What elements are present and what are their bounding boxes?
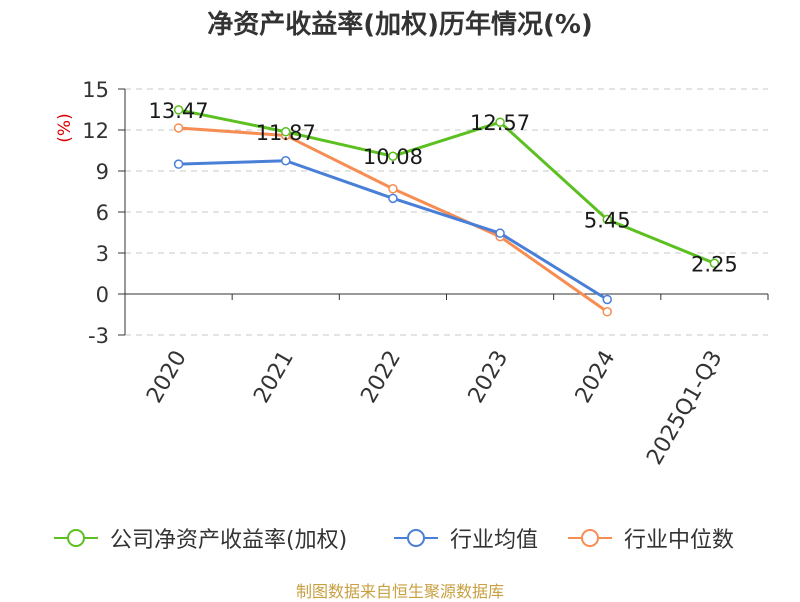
x-tick-label: 2022 <box>356 347 406 408</box>
legend-marker-company-roe <box>54 529 98 547</box>
data-label: 13.47 <box>149 99 209 123</box>
series-layer <box>173 105 720 317</box>
legend-marker-industry-median <box>568 529 612 547</box>
data-point-0 <box>495 117 505 127</box>
x-tick-label: 2025Q1-Q3 <box>642 347 727 470</box>
y-axis-label: (%) <box>55 113 75 142</box>
legend-item-company-roe[interactable]: 公司净资产收益率(加权) <box>52 520 347 556</box>
data-label: 11.87 <box>256 121 316 145</box>
data-point-1 <box>495 228 505 238</box>
y-tick-label: 12 <box>82 119 109 143</box>
data-labels: 13.47 11.87 10.08 12.57 5.45 2.25 <box>149 99 738 276</box>
data-point-2 <box>173 123 184 133</box>
legend: 公司净资产收益率(加权) 行业均值 行业中位数 <box>0 520 800 556</box>
series-line-0 <box>178 108 715 265</box>
data-point-0 <box>173 105 184 115</box>
data-point-1 <box>173 159 184 169</box>
line-chart: -3 0 3 6 9 12 15 (%) 2020 2021 2022 2023 2024 2025Q1-… <box>55 78 769 470</box>
data-point-0 <box>709 258 720 268</box>
data-label: 2.25 <box>691 252 738 276</box>
x-tick-label: 2024 <box>571 347 621 408</box>
y-tick-label: 15 <box>82 78 109 102</box>
data-point-0 <box>388 151 398 161</box>
data-point-1 <box>281 156 291 166</box>
y-tick-label: 6 <box>96 201 109 225</box>
y-tick-label: 3 <box>96 242 109 266</box>
data-point-1 <box>388 193 398 204</box>
data-point-0 <box>281 127 291 137</box>
legend-marker-industry-mean <box>394 529 438 547</box>
x-tick-label: 2021 <box>249 347 299 408</box>
data-label: 12.57 <box>470 111 530 135</box>
data-point-1 <box>602 294 612 305</box>
data-point-2 <box>388 184 398 194</box>
legend-label-industry-mean: 行业均值 <box>450 528 539 553</box>
source-note: 制图数据来自恒生聚源数据库 <box>295 582 504 601</box>
data-label: 10.08 <box>363 145 423 169</box>
series-line-1 <box>178 159 609 301</box>
y-tick-label: 0 <box>96 283 109 307</box>
chart-title: 净资产收益率(加权)历年情况(%) <box>207 10 593 40</box>
legend-item-industry-median[interactable]: 行业中位数 <box>566 520 734 556</box>
data-point-2 <box>602 307 612 317</box>
data-point-0 <box>602 214 612 225</box>
legend-item-industry-mean[interactable]: 行业均值 <box>392 520 538 556</box>
legend-label-company-roe: 公司净资产收益率(加权) <box>110 528 348 553</box>
y-tick-label: 9 <box>96 160 109 184</box>
x-tick-label: 2023 <box>464 347 514 408</box>
axes: -3 0 3 6 9 12 15 (%) 2020 2021 2022 2023 2024 2025Q1-… <box>55 78 769 470</box>
x-tick-label: 2020 <box>142 347 192 408</box>
legend-label-industry-median: 行业中位数 <box>624 528 735 553</box>
data-label: 5.45 <box>584 209 631 233</box>
y-tick-label: -3 <box>88 324 109 348</box>
